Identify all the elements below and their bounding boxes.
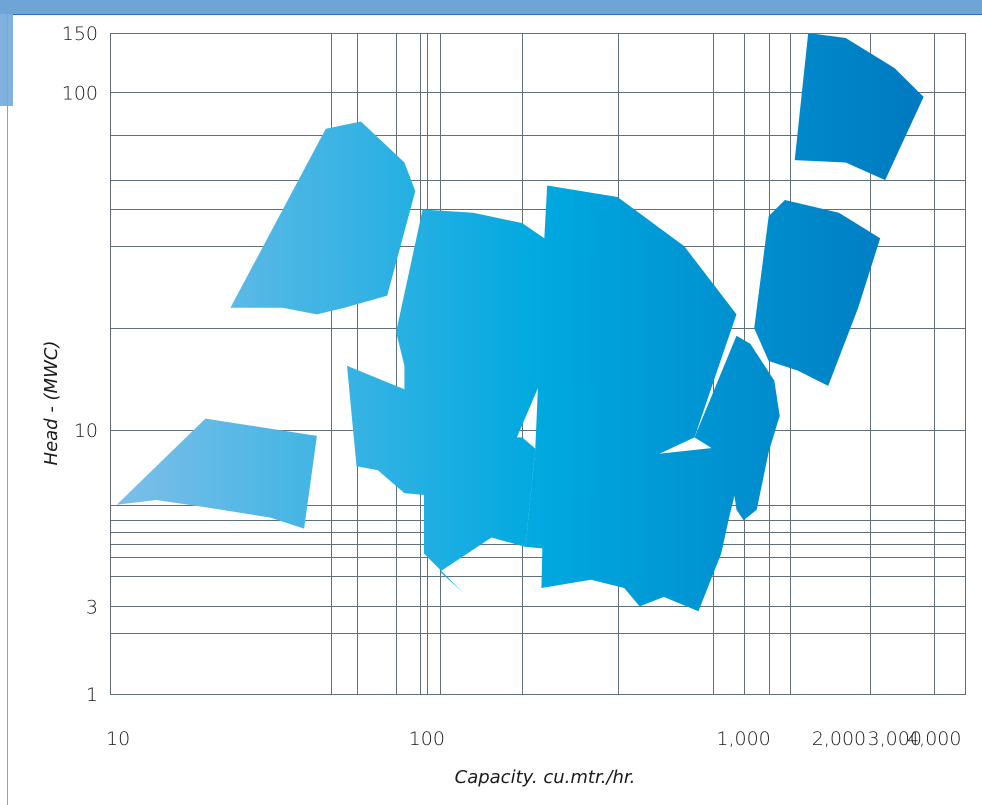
header-band [0,0,982,15]
y-tick-label: 10 [74,420,98,442]
pump-region-6 [541,445,744,612]
left-margin-rule [7,14,8,805]
x-tick-label: 4,000 [907,728,961,750]
x-tick-label: 1,000 [716,728,770,750]
plot-border [110,33,966,695]
y-tick-label: 3 [86,596,98,618]
x-tick-label: 10 [106,728,130,750]
pump-regions-layer [116,33,924,612]
pump-region-1 [116,418,317,529]
x-axis-title: Capacity. cu.mtr./hr. [455,767,636,788]
left-accent-band [0,14,13,106]
pump-region-9 [794,33,924,181]
pump-region-3 [347,209,564,498]
plot-border-layer [110,33,966,695]
y-axis-title: Head - (MWC) [41,341,62,466]
x-tick-label: 2,000 [812,728,866,750]
y-tick-label: 150 [62,23,98,45]
pump-region-8 [754,200,881,386]
pump-region-2 [230,121,416,315]
y-tick-label: 100 [62,82,98,104]
pump-region-7 [694,335,780,521]
x-tick-label: 100 [409,728,445,750]
x-tick-label: 3,000 [868,728,922,750]
pump-region-4 [424,437,536,593]
pump-region-5 [525,185,737,551]
y-tick-label: 1 [86,684,98,706]
